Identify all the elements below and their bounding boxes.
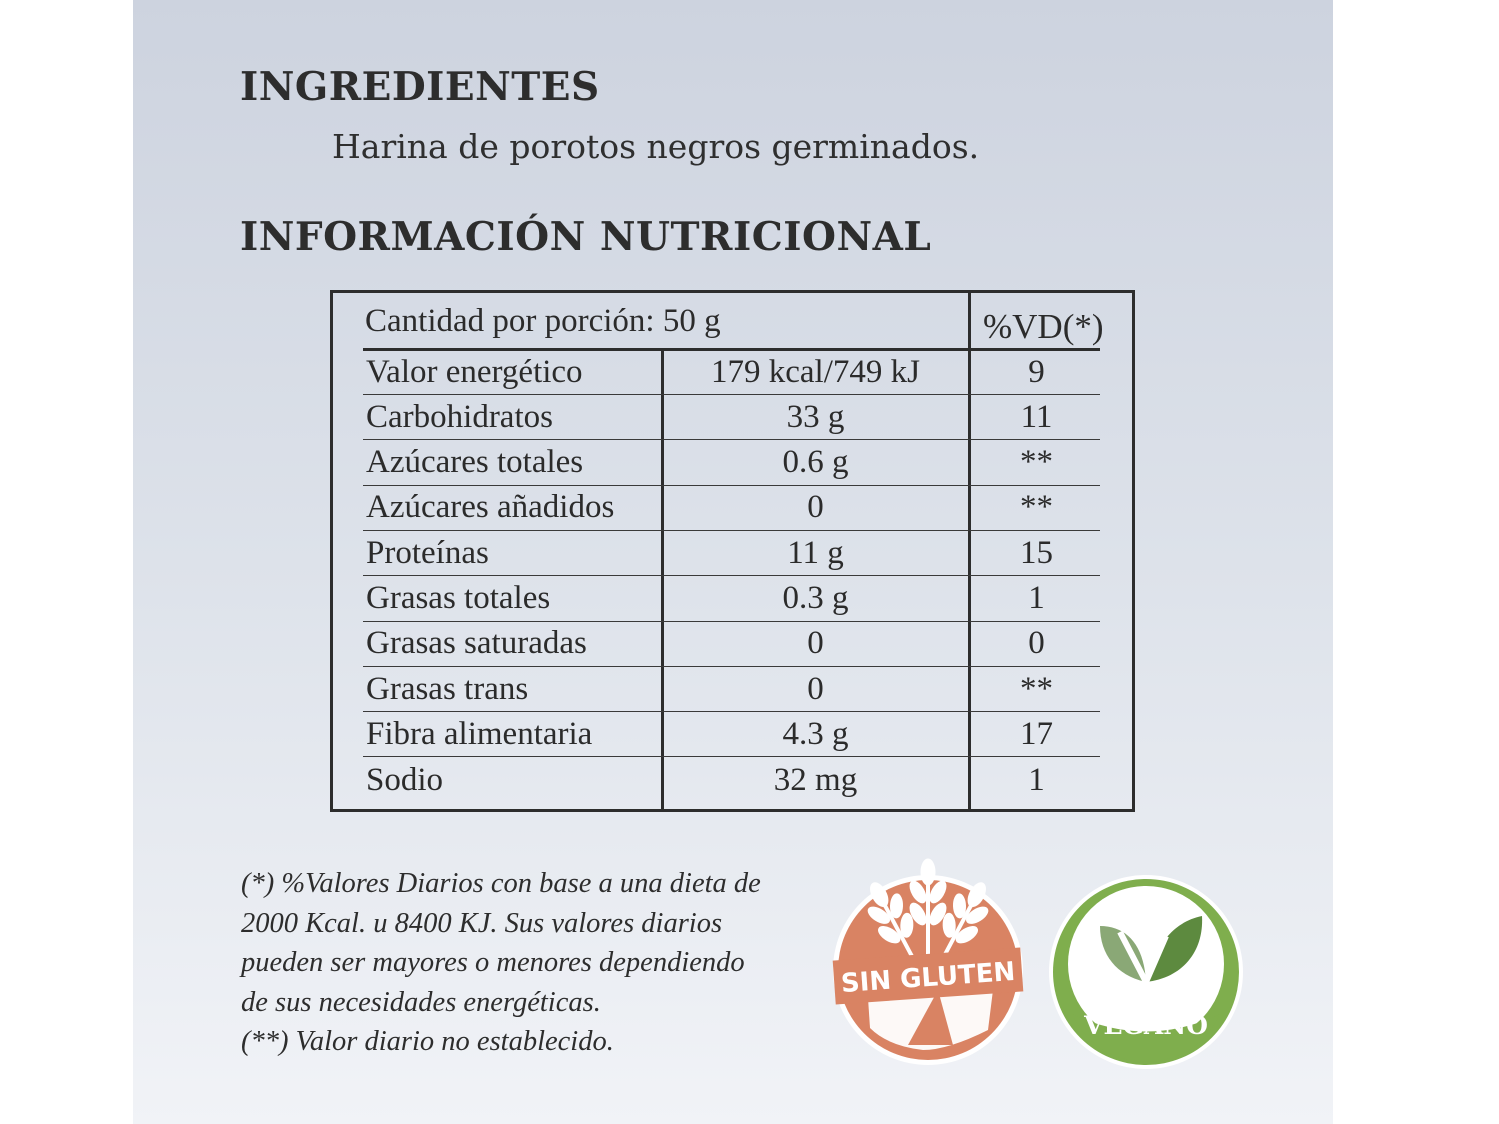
nutrient-amount: 11 g xyxy=(787,534,844,571)
nutrient-daily-value: ** xyxy=(1020,489,1053,526)
nutrient-amount: 179 kcal/749 kJ xyxy=(711,353,920,390)
nutrition-heading: INFORMACIÓN NUTRICIONAL xyxy=(240,214,932,260)
footnote-line: (*) %Valores Diarios con base a una diet… xyxy=(241,868,761,899)
nutrient-daily-value: 1 xyxy=(1028,580,1045,616)
nutrient-daily-value: 17 xyxy=(1020,715,1053,752)
nutrient-daily-value: 11 xyxy=(1020,398,1053,435)
nutrient-daily-value: 0 xyxy=(1028,625,1045,662)
nutrient-amount: 0.3 g xyxy=(782,580,849,616)
nutrient-amount: 33 g xyxy=(786,398,845,435)
nutrition-row: Azúcares añadidos 0 ** xyxy=(363,486,1100,531)
nutrient-amount: 0 xyxy=(807,625,824,662)
leaf-icon xyxy=(1100,916,1203,989)
nutrient-name: Fibra alimentaria xyxy=(366,715,593,752)
nutrition-row: Grasas saturadas 0 0 xyxy=(363,622,1100,667)
nutrient-amount: 4.3 g xyxy=(782,715,849,752)
column-divider xyxy=(968,293,971,809)
nutrient-name: Proteínas xyxy=(366,534,489,571)
vegan-badge: VEGANO xyxy=(1049,875,1243,1069)
nutrient-name: Azúcares añadidos xyxy=(366,489,615,526)
nutrition-row: Valor energético 179 kcal/749 kJ 9 xyxy=(363,350,1100,395)
nutrient-name: Valor energético xyxy=(366,353,583,390)
nutrition-row: Grasas totales 0.3 g 1 xyxy=(363,577,1100,622)
nutrient-daily-value: 15 xyxy=(1020,534,1053,571)
ingredients-heading: INGREDIENTES xyxy=(240,64,600,110)
badge-band xyxy=(1072,1014,1220,1062)
nutrient-daily-value: 1 xyxy=(1028,761,1045,798)
nutrient-name: Grasas saturadas xyxy=(366,625,587,662)
vegan-label: VEGANO xyxy=(1083,1011,1208,1040)
nutrient-name: Grasas totales xyxy=(366,580,551,616)
nutrition-row: Proteínas 11 g 15 xyxy=(363,531,1100,577)
nutrient-amount: 0 xyxy=(807,489,824,526)
nutrition-row: Carbohidratos 33 g 11 xyxy=(363,395,1100,441)
nutrient-name: Carbohidratos xyxy=(366,398,553,435)
nutrient-amount: 0 xyxy=(807,670,824,707)
footnote-line: pueden ser mayores o menores dependiendo xyxy=(241,947,745,978)
nutrient-amount: 0.6 g xyxy=(782,444,849,481)
nutrient-name: Sodio xyxy=(366,761,444,798)
nutrient-name: Azúcares totales xyxy=(366,444,584,481)
nutrient-name: Grasas trans xyxy=(366,670,529,707)
nutrient-daily-value: ** xyxy=(1020,444,1053,481)
ingredients-text: Harina de porotos negros germinados. xyxy=(332,127,980,166)
gluten-free-badge: SIN GLUTEN xyxy=(832,858,1024,1065)
nutrition-row: Fibra alimentaria 4.3 g 17 xyxy=(363,712,1100,758)
badge-ground-cut xyxy=(908,990,953,1045)
header-rule xyxy=(363,348,1100,351)
nutrition-row: Sodio 32 mg 1 xyxy=(363,758,1100,803)
badge-band xyxy=(832,947,1024,1005)
wheat-crossed-icon xyxy=(867,858,989,968)
serving-size-label: Cantidad por porción: 50 g xyxy=(365,303,721,339)
column-divider xyxy=(661,350,664,809)
nutrition-row: Grasas trans 0 ** xyxy=(363,667,1100,713)
nutrient-amount: 32 mg xyxy=(773,761,858,798)
nutrition-row: Azúcares totales 0.6 g ** xyxy=(363,441,1100,486)
nutrition-table: Cantidad por porción: 50 g %VD(*) Valor … xyxy=(330,290,1135,812)
nutrient-daily-value: ** xyxy=(1020,670,1053,707)
footnote-line: (**) Valor diario no establecido. xyxy=(241,1026,614,1057)
daily-value-header: %VD(*) xyxy=(983,307,1104,346)
footnote: (*) %Valores Diarios con base a una diet… xyxy=(241,864,821,1062)
nutrient-daily-value: 9 xyxy=(1028,353,1045,390)
footnote-line: de sus necesidades energéticas. xyxy=(241,986,601,1018)
footnote-line: 2000 Kcal. u 8400 KJ. Sus valores diario… xyxy=(241,907,723,939)
